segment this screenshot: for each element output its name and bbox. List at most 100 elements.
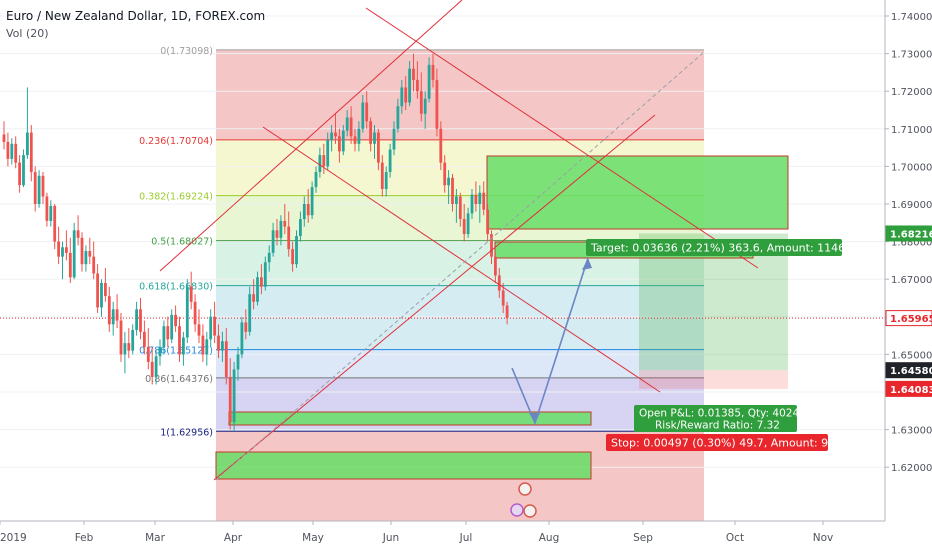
price-tag-label: 1.64083 xyxy=(890,385,932,396)
candle-body xyxy=(72,230,76,278)
candle-body xyxy=(185,286,189,338)
candle-body xyxy=(419,91,423,114)
candle-body xyxy=(193,301,197,325)
candle-body xyxy=(439,128,443,163)
supply-zone-box xyxy=(486,155,789,230)
candle-body xyxy=(466,213,470,235)
volume-indicator-label[interactable]: Vol (20) xyxy=(6,27,49,40)
time-axis-bg xyxy=(0,521,885,550)
fib-level-label: 0.618(1.66830) xyxy=(139,282,213,293)
candle-body xyxy=(49,205,53,221)
arrow-head xyxy=(582,258,592,270)
candle-body xyxy=(111,309,115,325)
arrow-head xyxy=(529,413,540,423)
candle-body xyxy=(209,316,213,340)
candle-body xyxy=(314,172,318,188)
candle-body xyxy=(497,275,501,291)
candle-body xyxy=(388,149,392,173)
candle-body xyxy=(127,343,131,351)
candle-body xyxy=(240,322,244,355)
candle-body xyxy=(380,162,384,189)
fib-level-label: 0(1.73098) xyxy=(160,46,213,57)
candle-body xyxy=(482,192,486,210)
fib-level-label: 0.786(1.65127) xyxy=(139,346,213,357)
candle-body xyxy=(431,64,435,80)
time-tick-label: Apr xyxy=(224,532,243,544)
candle-body xyxy=(100,282,103,308)
candle-body xyxy=(341,130,345,152)
candle-body xyxy=(287,226,291,250)
candle-body xyxy=(361,102,365,129)
candle-body xyxy=(228,376,232,423)
candle-body xyxy=(435,79,439,129)
fib-trend-line xyxy=(215,51,705,481)
fib-level-label: 0.382(1.69224) xyxy=(139,192,213,203)
open-pnl-label: Open P&L: 0.01385, Qty: 4024 xyxy=(639,408,799,420)
candle-body xyxy=(131,329,135,351)
candle-body xyxy=(197,324,201,336)
price-tag xyxy=(885,310,932,327)
fib-zone xyxy=(216,349,704,378)
candle-body xyxy=(470,194,474,214)
candle-body xyxy=(92,256,96,274)
candle-body xyxy=(80,237,84,265)
candle-body xyxy=(334,132,337,137)
candle-body xyxy=(76,230,80,238)
candle-body xyxy=(392,128,396,150)
candle-body xyxy=(338,136,341,152)
time-tick-label: Feb xyxy=(75,532,94,544)
price-tag xyxy=(885,362,932,379)
target-label: Target: 0.03636 (2.21%) 363.6, Amount: 1… xyxy=(590,242,863,255)
time-tick-label: Jul xyxy=(459,532,473,544)
candle-body xyxy=(22,155,25,186)
candle-body xyxy=(427,64,431,99)
candle-body xyxy=(135,309,138,330)
candle-body xyxy=(104,282,107,297)
fib-zone xyxy=(216,49,704,140)
candle-body xyxy=(182,337,185,355)
price-tick-label: 1.65000 xyxy=(891,350,932,361)
candle-body xyxy=(353,136,357,144)
candle-body xyxy=(478,192,482,204)
stop-label-box xyxy=(606,434,828,451)
candle-body xyxy=(404,87,408,103)
price-tick-label: 1.63000 xyxy=(891,426,932,437)
price-tick-label: 1.68000 xyxy=(891,238,932,249)
trend-line xyxy=(365,7,759,269)
pnl-label-box xyxy=(634,405,797,432)
event-icon xyxy=(523,504,537,518)
price-tick-label: 1.71000 xyxy=(891,125,932,136)
candle-body xyxy=(33,172,37,204)
candle-body xyxy=(505,305,509,318)
trend-line xyxy=(213,114,656,481)
candle-body xyxy=(302,204,306,220)
candle-body xyxy=(174,314,177,327)
candle-body xyxy=(244,322,248,332)
candle-body xyxy=(256,277,259,302)
candle-body xyxy=(178,326,181,355)
candle-body xyxy=(271,230,275,253)
price-axis-bg xyxy=(885,0,932,550)
candle-body xyxy=(18,162,21,186)
candle-body xyxy=(37,175,41,204)
fib-level-label: 0.86(1.64376) xyxy=(145,374,213,385)
candle-body xyxy=(146,346,150,362)
candle-body xyxy=(306,204,310,216)
candle-body xyxy=(65,247,68,253)
time-tick-label: Oct xyxy=(726,532,744,544)
support-zone-box xyxy=(215,451,592,480)
time-tick-label: Sep xyxy=(633,532,653,544)
candle-body xyxy=(291,249,294,265)
candle-body xyxy=(217,335,220,351)
trend-line xyxy=(159,0,463,272)
time-tick-label: Nov xyxy=(813,532,834,544)
candle-body xyxy=(384,172,388,189)
candle-body xyxy=(68,252,72,278)
fib-level-label: 0.236(1.70704) xyxy=(139,136,213,147)
candle-body xyxy=(373,132,376,144)
candle-body xyxy=(310,187,314,216)
candle-body xyxy=(260,277,263,287)
candle-body xyxy=(201,335,205,355)
candle-body xyxy=(412,68,415,80)
